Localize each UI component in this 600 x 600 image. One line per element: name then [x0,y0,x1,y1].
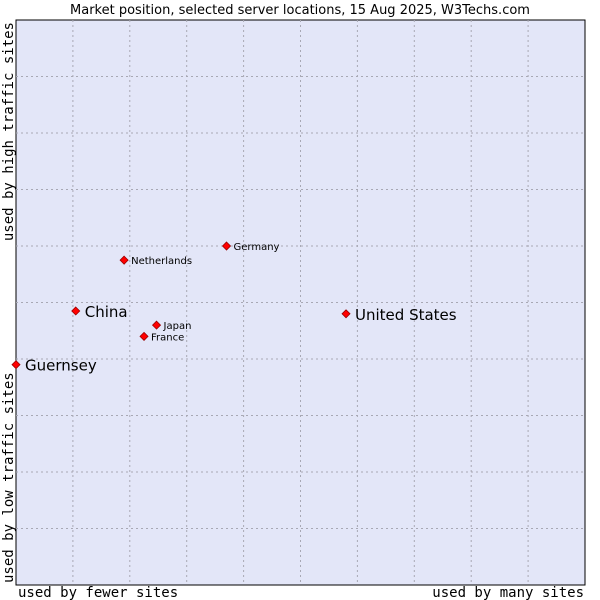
grid-lines [16,20,585,585]
point-label-guernsey: Guernsey [25,357,97,375]
data-point-guernsey [11,360,21,370]
chart-title: Market position, selected server locatio… [70,3,530,18]
data-point-germany [221,241,232,251]
point-label-france: France [151,332,184,343]
data-point-china [71,306,81,316]
x-axis-label-many: used by many sites [432,585,584,600]
data-point-france [139,331,149,341]
data-point-japan [151,320,162,330]
point-label-netherlands: Netherlands [131,256,192,267]
data-points: United States China Guernsey Germany Netherl… [11,241,457,375]
x-axis-label-fewer: used by fewer sites [18,585,178,600]
data-point-united-states [341,309,351,319]
point-label-germany: Germany [234,242,280,253]
y-axis-label-low: used by low traffic sites [1,372,17,583]
point-label-japan: Japan [163,321,192,332]
point-label-united-states: United States [355,306,457,324]
point-label-china: China [85,303,128,321]
data-point-netherlands [119,255,129,265]
y-axis-label-high: used by high traffic sites [1,22,17,241]
